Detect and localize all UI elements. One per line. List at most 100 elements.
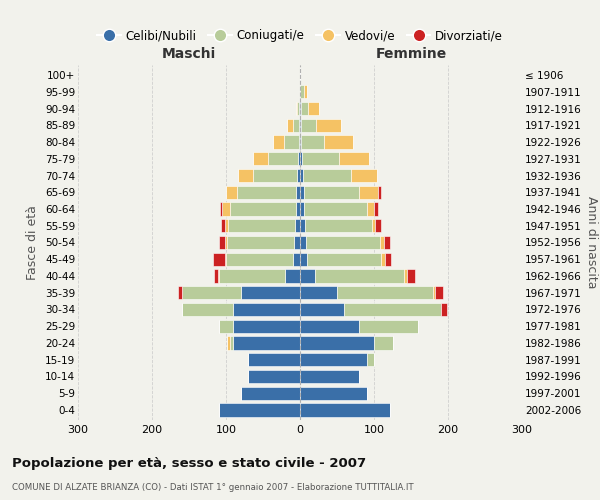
- Bar: [230, 202, 296, 215]
- Bar: [248, 370, 300, 383]
- Bar: [359, 186, 378, 199]
- Bar: [296, 102, 297, 115]
- Bar: [304, 186, 359, 199]
- Bar: [233, 336, 300, 349]
- Bar: [220, 236, 225, 249]
- Bar: [293, 118, 299, 132]
- Bar: [316, 118, 341, 132]
- Bar: [303, 169, 351, 182]
- Bar: [238, 169, 253, 182]
- Bar: [218, 270, 285, 282]
- Bar: [404, 270, 407, 282]
- Bar: [298, 152, 300, 166]
- Bar: [300, 136, 301, 148]
- Bar: [300, 353, 367, 366]
- Bar: [227, 236, 294, 249]
- Bar: [376, 219, 382, 232]
- Bar: [221, 219, 224, 232]
- Bar: [178, 286, 182, 300]
- Bar: [300, 386, 367, 400]
- Bar: [302, 152, 339, 166]
- Bar: [214, 252, 224, 266]
- Bar: [228, 219, 295, 232]
- Bar: [300, 236, 306, 249]
- Bar: [268, 152, 298, 166]
- Bar: [351, 169, 377, 182]
- Bar: [295, 219, 300, 232]
- Bar: [241, 286, 300, 300]
- Bar: [307, 252, 382, 266]
- Bar: [296, 202, 300, 215]
- Bar: [233, 303, 300, 316]
- Bar: [287, 118, 293, 132]
- Legend: Celibi/Nubili, Coniugati/e, Vedovi/e, Divorziati/e: Celibi/Nubili, Coniugati/e, Vedovi/e, Di…: [92, 25, 508, 47]
- Bar: [367, 353, 374, 366]
- Bar: [300, 270, 315, 282]
- Bar: [372, 219, 376, 232]
- Bar: [300, 85, 304, 98]
- Bar: [374, 336, 392, 349]
- Bar: [222, 202, 230, 215]
- Bar: [300, 404, 390, 416]
- Bar: [230, 336, 233, 349]
- Bar: [301, 102, 308, 115]
- Bar: [294, 236, 300, 249]
- Bar: [182, 303, 233, 316]
- Text: COMUNE DI ALZATE BRIANZA (CO) - Dati ISTAT 1° gennaio 2007 - Elaborazione TUTTIT: COMUNE DI ALZATE BRIANZA (CO) - Dati IST…: [12, 484, 413, 492]
- Bar: [359, 320, 418, 333]
- Bar: [284, 136, 299, 148]
- Bar: [297, 102, 299, 115]
- Bar: [253, 169, 297, 182]
- Bar: [374, 202, 378, 215]
- Bar: [218, 320, 233, 333]
- Bar: [380, 236, 383, 249]
- Bar: [436, 286, 443, 300]
- Bar: [304, 202, 367, 215]
- Bar: [300, 102, 301, 115]
- Bar: [378, 186, 382, 199]
- Bar: [383, 236, 389, 249]
- Bar: [227, 336, 230, 349]
- Bar: [300, 252, 307, 266]
- Bar: [272, 136, 284, 148]
- Bar: [225, 236, 227, 249]
- Bar: [220, 202, 222, 215]
- Bar: [300, 336, 374, 349]
- Bar: [301, 136, 323, 148]
- Bar: [300, 370, 359, 383]
- Bar: [182, 286, 241, 300]
- Bar: [299, 102, 300, 115]
- Bar: [253, 152, 268, 166]
- Bar: [224, 252, 226, 266]
- Bar: [248, 353, 300, 366]
- Text: Femmine: Femmine: [376, 47, 446, 61]
- Bar: [285, 270, 300, 282]
- Bar: [241, 386, 300, 400]
- Text: Popolazione per età, sesso e stato civile - 2007: Popolazione per età, sesso e stato civil…: [12, 458, 366, 470]
- Bar: [315, 270, 404, 282]
- Y-axis label: Fasce di età: Fasce di età: [26, 205, 40, 280]
- Bar: [385, 252, 391, 266]
- Bar: [224, 219, 228, 232]
- Bar: [296, 186, 300, 199]
- Bar: [226, 252, 293, 266]
- Text: Maschi: Maschi: [162, 47, 216, 61]
- Bar: [407, 270, 415, 282]
- Bar: [300, 320, 359, 333]
- Bar: [233, 320, 300, 333]
- Bar: [367, 202, 374, 215]
- Bar: [218, 404, 300, 416]
- Bar: [293, 252, 300, 266]
- Bar: [299, 118, 300, 132]
- Bar: [300, 286, 337, 300]
- Bar: [226, 186, 237, 199]
- Bar: [433, 286, 436, 300]
- Bar: [440, 303, 446, 316]
- Bar: [300, 303, 344, 316]
- Bar: [300, 118, 301, 132]
- Bar: [300, 152, 302, 166]
- Bar: [337, 286, 433, 300]
- Bar: [382, 252, 385, 266]
- Bar: [305, 219, 372, 232]
- Bar: [306, 236, 380, 249]
